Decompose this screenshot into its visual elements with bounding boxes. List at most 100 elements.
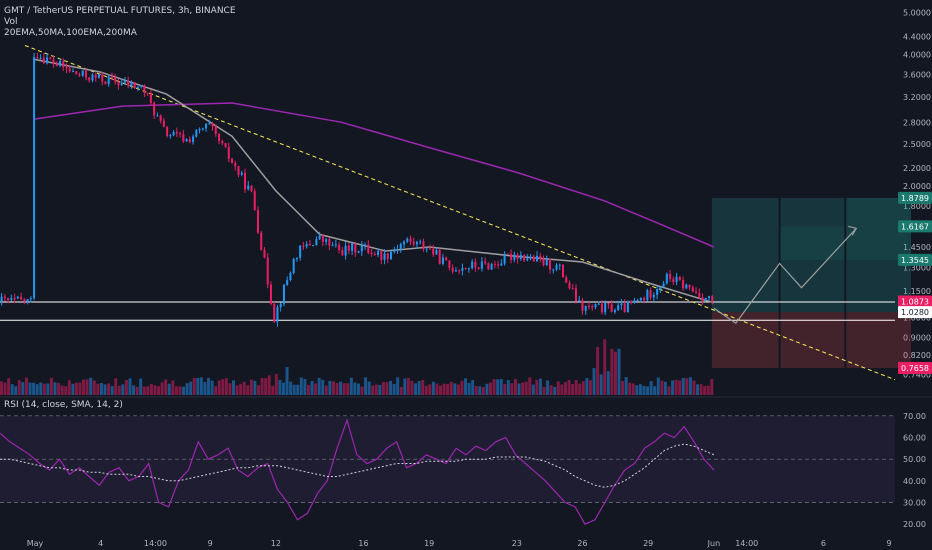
volume-bar bbox=[264, 378, 268, 395]
volume-bar bbox=[64, 386, 68, 395]
candle-body bbox=[94, 74, 97, 78]
candle-body bbox=[480, 261, 483, 269]
candle-body bbox=[497, 264, 500, 266]
volume-bar bbox=[14, 386, 18, 395]
volume-bar bbox=[306, 384, 310, 395]
candle-body bbox=[552, 269, 555, 271]
candle-body bbox=[597, 303, 600, 305]
candle-body bbox=[633, 300, 636, 303]
candle-body bbox=[445, 257, 448, 261]
candle-body bbox=[438, 249, 441, 264]
candle-body bbox=[107, 76, 110, 85]
volume-bar bbox=[499, 379, 503, 395]
volume-bar bbox=[635, 385, 639, 395]
rsi-label: RSI (14, close, SMA, 14, 2) bbox=[4, 400, 123, 410]
volume-bar bbox=[207, 377, 211, 395]
price-tick-label: 0.7400 bbox=[903, 370, 931, 379]
volume-bar bbox=[167, 383, 171, 395]
candle-body bbox=[208, 123, 211, 125]
volume-bar bbox=[157, 386, 161, 395]
candle-body bbox=[29, 298, 32, 300]
volume-bar bbox=[292, 384, 296, 395]
candle-body bbox=[669, 274, 672, 279]
candle-body bbox=[16, 296, 19, 299]
candle-body bbox=[269, 284, 272, 304]
candle-body bbox=[110, 76, 113, 78]
volume-bar bbox=[628, 382, 632, 395]
candle-body bbox=[412, 241, 415, 245]
volume-bar bbox=[10, 384, 14, 395]
volume-bar bbox=[421, 379, 425, 395]
ma-label: 20EMA,50MA,100EMA,200MA bbox=[4, 28, 137, 38]
candle-body bbox=[536, 255, 539, 262]
candle-body bbox=[662, 283, 665, 287]
candle-body bbox=[237, 166, 240, 175]
candle-body bbox=[55, 63, 58, 66]
volume-bar bbox=[581, 381, 585, 395]
volume-bar bbox=[563, 382, 567, 395]
candle-body bbox=[484, 261, 487, 264]
volume-bar bbox=[406, 377, 410, 395]
candle-body bbox=[84, 70, 88, 78]
price-tag-box bbox=[898, 295, 932, 308]
candle-body bbox=[649, 290, 652, 298]
candle-body bbox=[656, 289, 659, 295]
volume-bar bbox=[39, 382, 43, 395]
candle-body bbox=[558, 264, 561, 266]
candle-body bbox=[373, 254, 376, 256]
volume-bar bbox=[389, 380, 393, 395]
candle-body bbox=[295, 257, 298, 260]
volume-bar bbox=[242, 381, 246, 395]
candle-body bbox=[406, 238, 409, 242]
candle-body bbox=[711, 296, 714, 302]
candle-body bbox=[461, 267, 464, 271]
volume-bar bbox=[28, 382, 32, 395]
candle-body bbox=[581, 300, 584, 311]
candle-body bbox=[71, 71, 75, 73]
candle-body bbox=[156, 115, 159, 117]
candle-body bbox=[425, 248, 428, 250]
time-tick-label: 14:00 bbox=[144, 539, 167, 548]
volume-bar bbox=[496, 379, 500, 395]
price-tick-label: 2.8000 bbox=[903, 118, 931, 127]
candle-body bbox=[13, 297, 16, 299]
candle-body bbox=[623, 303, 626, 313]
candle-body bbox=[266, 257, 269, 285]
price-tick-label: 1.8000 bbox=[903, 202, 931, 211]
volume-bar bbox=[42, 383, 46, 395]
volume-bar bbox=[710, 378, 714, 395]
price-tick-label: 2.2000 bbox=[903, 164, 931, 173]
volume-bar bbox=[96, 383, 100, 395]
volume-bar bbox=[139, 378, 143, 395]
price-tag-label: 1.0873 bbox=[901, 298, 929, 307]
candle-body bbox=[185, 139, 188, 142]
candle-body bbox=[221, 141, 224, 144]
candle-body bbox=[338, 244, 341, 251]
price-tick-label: 2.5000 bbox=[903, 140, 931, 149]
candle-body bbox=[490, 264, 493, 270]
volume-bar bbox=[21, 382, 25, 395]
volume-bar bbox=[624, 377, 628, 395]
volume-bar bbox=[281, 382, 285, 395]
volume-bar bbox=[492, 379, 496, 395]
candle-body bbox=[328, 239, 331, 246]
candle-body bbox=[230, 158, 234, 164]
volume-bar bbox=[374, 384, 378, 395]
candle-body bbox=[289, 273, 292, 281]
volume-bar bbox=[385, 382, 389, 395]
volume-bar bbox=[692, 380, 696, 395]
candle-body bbox=[451, 267, 454, 272]
volume-bar bbox=[617, 348, 621, 395]
volume-bar bbox=[414, 383, 418, 395]
candle-body bbox=[477, 267, 480, 269]
volume-bar bbox=[442, 383, 446, 395]
price-tick-label: 5.0000 bbox=[903, 8, 931, 17]
price-tick-label: 1.3000 bbox=[903, 264, 931, 273]
candle-body bbox=[33, 57, 36, 299]
candle-body bbox=[578, 300, 581, 302]
descending-trendline bbox=[24, 45, 896, 381]
candle-body bbox=[305, 244, 308, 247]
candle-body bbox=[428, 248, 431, 250]
candle-body bbox=[159, 115, 162, 121]
